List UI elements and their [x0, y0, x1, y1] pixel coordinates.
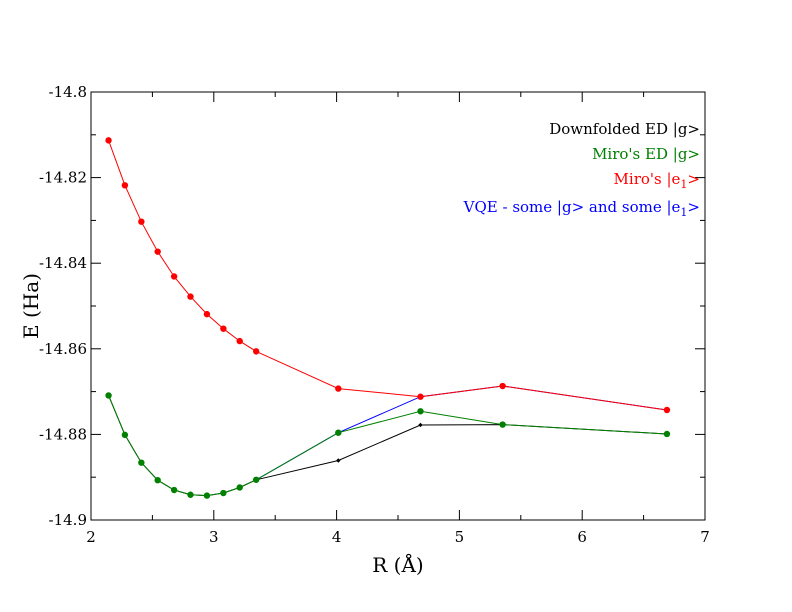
series-line	[108, 140, 667, 411]
data-point	[105, 137, 112, 144]
data-point	[203, 310, 211, 318]
data-point	[236, 337, 243, 345]
x-axis-label: R (Å)	[372, 552, 423, 577]
legend-entry-2: Miro's ED |g>	[592, 145, 700, 163]
data-point	[336, 458, 341, 463]
data-point	[121, 182, 129, 189]
legend-text: Miro's |e	[614, 170, 681, 188]
data-point	[154, 476, 161, 484]
data-point	[203, 492, 211, 499]
data-point	[335, 429, 342, 436]
x-tick-label: 6	[577, 528, 587, 546]
data-point	[499, 382, 506, 390]
x-tick-label: 3	[209, 528, 219, 546]
series-3	[105, 137, 671, 414]
axis-tick-labels: 2 3 4 5 6 7 -14.9 -14.88 -14.86 -14.84 -14.82 -14.8	[39, 83, 710, 546]
legend-subscript: 1	[680, 206, 687, 219]
data-point	[220, 325, 227, 332]
data-point	[220, 489, 227, 497]
data-point	[187, 293, 194, 300]
legend-entry-3: Miro's |e1>	[614, 170, 700, 191]
data-point	[105, 392, 112, 399]
series-2	[105, 392, 671, 499]
x-tick-label: 2	[86, 528, 96, 546]
data-point	[252, 476, 260, 483]
y-tick-label: -14.84	[39, 254, 87, 272]
data-point	[417, 408, 424, 415]
y-tick-label: -14.9	[49, 511, 87, 529]
y-tick-label: -14.88	[39, 425, 87, 443]
legend: Downfolded ED |g>Miro's ED |g>Miro's |e1…	[463, 120, 700, 219]
data-point	[187, 491, 194, 498]
x-tick-label: 7	[700, 528, 710, 546]
y-tick-label: -14.82	[39, 169, 87, 187]
data-point	[663, 406, 671, 414]
legend-entry-1: Downfolded ED |g>	[549, 120, 700, 138]
series-layer	[105, 137, 671, 499]
x-tick-label: 5	[455, 528, 465, 546]
data-point	[170, 486, 178, 494]
y-tick-label: -14.8	[49, 83, 87, 101]
data-point	[121, 431, 129, 439]
data-point	[170, 273, 178, 280]
x-tick-label: 4	[332, 528, 342, 546]
axis-ticks	[90, 91, 706, 521]
data-point	[663, 430, 671, 438]
data-point	[418, 422, 423, 428]
data-point	[138, 459, 145, 466]
data-point	[154, 248, 161, 255]
series-line	[108, 395, 667, 497]
y-tick-label: -14.86	[39, 340, 87, 358]
data-point	[499, 421, 506, 428]
data-point	[138, 218, 145, 225]
data-point	[417, 393, 424, 400]
data-point	[252, 348, 260, 355]
series-1	[106, 393, 670, 498]
legend-text: VQE - some |g> and some |e	[463, 198, 681, 216]
legend-text-tail: >	[687, 170, 700, 188]
legend-entry-4: VQE - some |g> and some |e1>	[463, 198, 700, 219]
legend-subscript: 1	[680, 178, 687, 191]
data-point	[335, 385, 342, 392]
y-axis-label: E (Ha)	[19, 273, 43, 339]
data-point	[236, 484, 243, 491]
legend-text-tail: >	[687, 198, 700, 216]
